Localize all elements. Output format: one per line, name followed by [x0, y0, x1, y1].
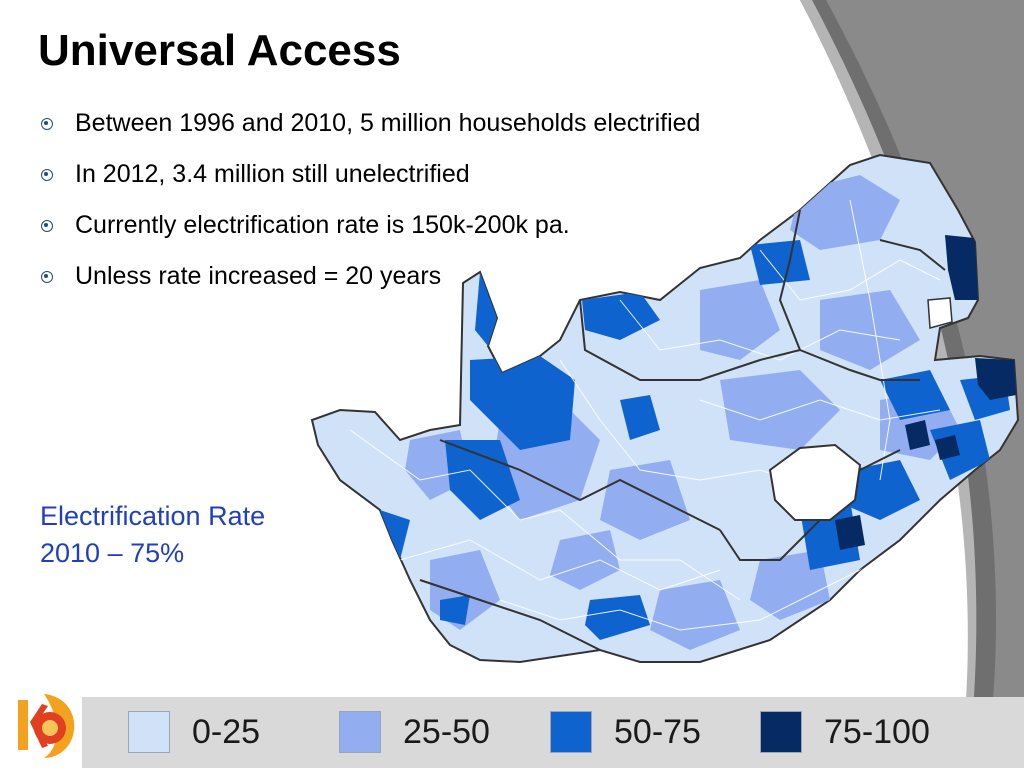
- bullet-text: In 2012, 3.4 million still unelectrified: [75, 160, 470, 188]
- bullet-item: Currently electrification rate is 150k-2…: [40, 200, 700, 251]
- callout-line-1: Electrification Rate: [40, 501, 266, 531]
- legend-item: 0-25: [128, 711, 260, 753]
- legend-label: 75-100: [824, 712, 930, 751]
- legend-swatch: [760, 711, 802, 753]
- electrification-rate-callout: Electrification Rate 2010 – 75%: [40, 498, 265, 572]
- map-legend: 0-25 25-50 50-75 75-100: [82, 697, 1024, 768]
- legend-item: 50-75: [550, 711, 701, 753]
- bullet-text: Currently electrification rate is 150k-2…: [75, 211, 570, 239]
- legend-label: 25-50: [403, 712, 490, 751]
- legend-swatch: [128, 711, 170, 753]
- circle-bullet-icon: [41, 117, 53, 130]
- circle-bullet-icon: [41, 168, 53, 181]
- south-africa-electrification-map: [310, 153, 1020, 664]
- south-africa-region: [310, 153, 1020, 664]
- legend-swatch: [550, 711, 592, 753]
- bullet-item: Between 1996 and 2010, 5 million househo…: [40, 98, 700, 149]
- legend-label: 50-75: [614, 712, 701, 751]
- bullet-list: Between 1996 and 2010, 5 million househo…: [40, 98, 700, 302]
- callout-line-2: 2010 – 75%: [40, 538, 185, 568]
- legend-item: 25-50: [339, 711, 490, 753]
- bullet-text: Between 1996 and 2010, 5 million househo…: [75, 109, 701, 137]
- slide-title: Universal Access: [38, 26, 401, 75]
- bullet-text: Unless rate increased = 20 years: [75, 262, 442, 290]
- bullet-item: In 2012, 3.4 million still unelectrified: [40, 149, 700, 200]
- legend-item: 75-100: [760, 711, 930, 753]
- circle-bullet-icon: [41, 219, 53, 232]
- circle-bullet-icon: [41, 270, 53, 283]
- bullet-item: Unless rate increased = 20 years: [40, 251, 700, 302]
- kes-logo-icon: [18, 694, 75, 758]
- legend-label: 0-25: [192, 712, 261, 751]
- legend-swatch: [339, 711, 381, 753]
